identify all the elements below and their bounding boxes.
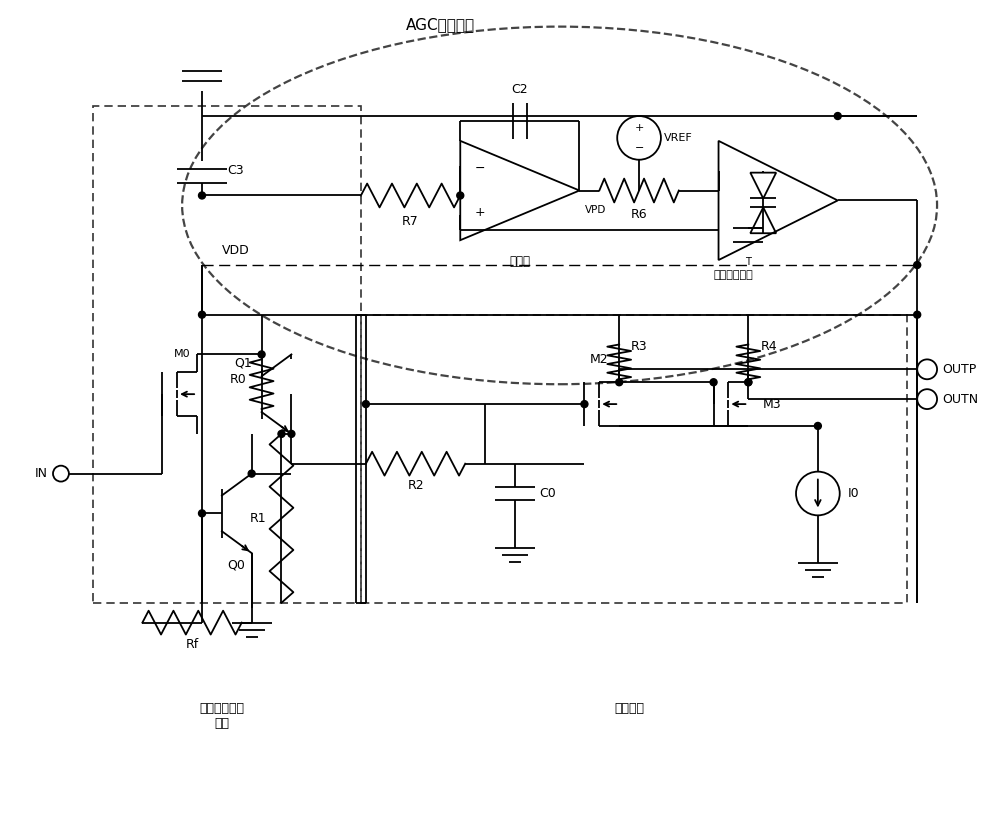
Circle shape	[457, 192, 464, 199]
Text: R3: R3	[631, 340, 648, 354]
Text: 峰值检测电路: 峰值检测电路	[714, 270, 753, 280]
Text: IN: IN	[35, 467, 48, 480]
Circle shape	[199, 192, 205, 199]
Text: C3: C3	[227, 164, 243, 177]
Text: Q1: Q1	[234, 356, 252, 369]
Text: M0: M0	[174, 349, 190, 359]
Circle shape	[199, 510, 205, 517]
Circle shape	[745, 379, 752, 385]
Text: VDD: VDD	[222, 244, 250, 257]
Text: R4: R4	[760, 340, 777, 354]
Circle shape	[278, 430, 285, 437]
Text: R2: R2	[407, 479, 424, 491]
Circle shape	[616, 379, 623, 385]
Text: Rf: Rf	[185, 637, 199, 651]
Text: VREF: VREF	[664, 133, 693, 143]
Text: OUTP: OUTP	[942, 363, 976, 376]
Text: −: −	[475, 162, 485, 175]
Circle shape	[914, 262, 921, 269]
Text: M2: M2	[590, 354, 609, 366]
Text: OUTN: OUTN	[942, 393, 978, 405]
Circle shape	[248, 470, 255, 477]
Text: −: −	[634, 143, 644, 153]
Circle shape	[814, 423, 821, 430]
Text: +: +	[634, 123, 644, 133]
Text: AGC反馈网络: AGC反馈网络	[406, 17, 475, 32]
Text: I0: I0	[848, 487, 859, 500]
Text: R6: R6	[631, 208, 647, 221]
Circle shape	[288, 430, 295, 437]
Text: 跨阻放大前端
电路: 跨阻放大前端 电路	[199, 702, 244, 730]
Text: VPD: VPD	[584, 205, 606, 215]
Text: T: T	[745, 257, 751, 267]
Circle shape	[581, 400, 588, 408]
Circle shape	[362, 400, 369, 408]
Circle shape	[834, 113, 841, 119]
Circle shape	[258, 351, 265, 358]
Text: 比较器: 比较器	[509, 255, 530, 268]
Text: M3: M3	[763, 398, 782, 410]
Text: Q0: Q0	[227, 558, 245, 571]
Text: R1: R1	[250, 512, 267, 525]
Circle shape	[710, 379, 717, 385]
Circle shape	[199, 311, 205, 318]
Circle shape	[745, 379, 752, 385]
Text: +: +	[475, 206, 485, 219]
Circle shape	[914, 311, 921, 318]
Text: R0: R0	[230, 373, 247, 386]
Text: R7: R7	[402, 215, 419, 229]
Text: C2: C2	[512, 83, 528, 96]
Text: C0: C0	[540, 487, 556, 500]
Text: 分相电路: 分相电路	[614, 702, 644, 715]
